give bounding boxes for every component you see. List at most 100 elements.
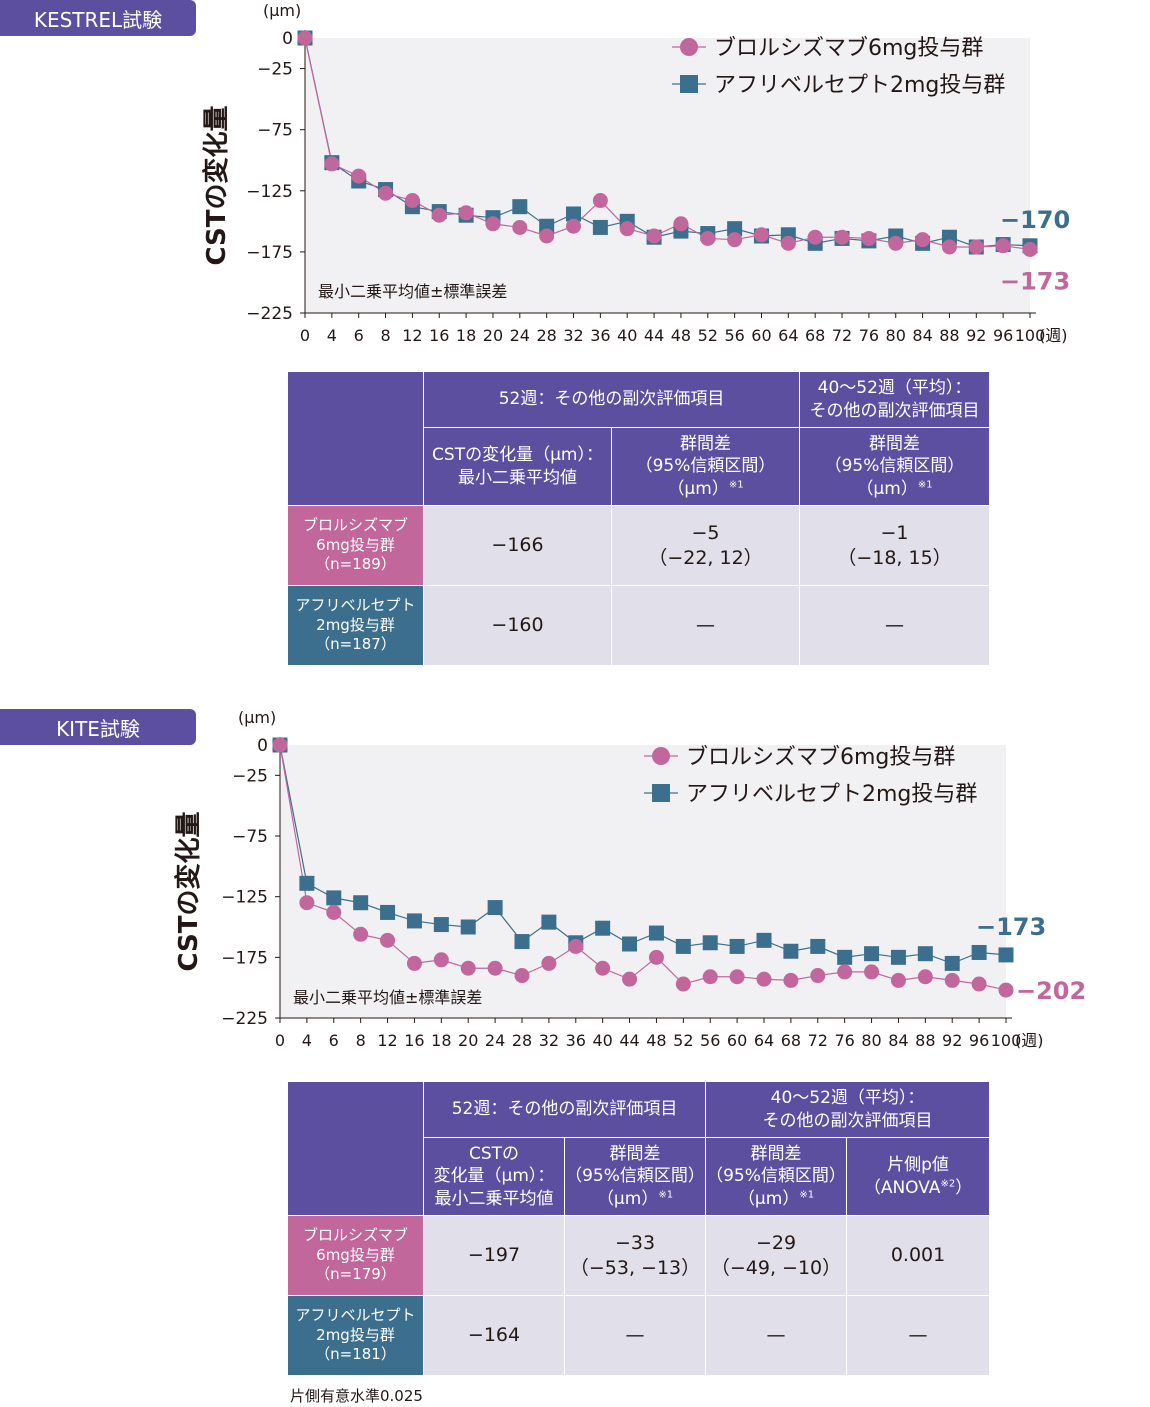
x-tick-label: 60 bbox=[751, 326, 771, 345]
y-unit: (μm) bbox=[263, 1, 301, 20]
x-tick-label: 68 bbox=[805, 326, 825, 345]
cell-value: −29 （−49, −10） bbox=[705, 1215, 848, 1296]
x-tick-label: 48 bbox=[646, 1031, 666, 1050]
header-40-52w: 40〜52週（平均）： その他の副次評価項目 bbox=[799, 371, 991, 428]
x-tick-label: 44 bbox=[619, 1031, 639, 1050]
header-diff-avg: 群間差 （95%信頼区間） （μm）※1 bbox=[799, 427, 991, 506]
data-point-brolucizumab bbox=[729, 969, 745, 985]
cell-value: −197 bbox=[423, 1215, 565, 1296]
x-tick-label: 64 bbox=[778, 326, 798, 345]
data-point-aflibercept bbox=[756, 932, 772, 948]
x-tick-label: 96 bbox=[993, 326, 1013, 345]
x-tick-label: 4 bbox=[327, 326, 337, 345]
y-tick-label: 0 bbox=[257, 736, 268, 756]
data-point-brolucizumab bbox=[568, 938, 584, 954]
data-point-brolucizumab bbox=[326, 904, 342, 920]
series-line-brolucizumab bbox=[279, 744, 1007, 991]
data-point-aflibercept bbox=[566, 206, 582, 222]
x-tick-label: 76 bbox=[834, 1031, 854, 1050]
data-point-brolucizumab bbox=[404, 193, 420, 209]
data-point-brolucizumab bbox=[864, 964, 880, 980]
x-tick-label: 8 bbox=[356, 1031, 366, 1050]
end-label-brolucizumab: −173 bbox=[1000, 267, 1070, 295]
data-point-brolucizumab bbox=[837, 964, 853, 980]
cell-value: 0.001 bbox=[846, 1215, 991, 1296]
header-diff: 群間差 （95%信頼区間） （μm）※1 bbox=[610, 427, 801, 506]
cell-value: — bbox=[610, 585, 801, 666]
data-point-brolucizumab bbox=[458, 205, 474, 221]
data-point-brolucizumab bbox=[700, 230, 716, 246]
x-tick-label: 84 bbox=[912, 326, 932, 345]
y-tick-label: −125 bbox=[221, 888, 268, 908]
data-point-aflibercept bbox=[675, 938, 691, 954]
y-tick-label: −125 bbox=[246, 182, 293, 202]
row-label-aflibercept: アフリベルセプト 2mg投与群 （n=187） bbox=[287, 585, 424, 666]
header-diff-avg: 群間差 （95%信頼区間） （μm）※1 bbox=[705, 1137, 848, 1216]
data-point-aflibercept bbox=[326, 890, 342, 906]
header-diff: 群間差 （95%信頼区間） （μm）※1 bbox=[563, 1137, 707, 1216]
x-tick-label: 32 bbox=[539, 1031, 559, 1050]
x-tick-label: 6 bbox=[329, 1031, 339, 1050]
data-point-aflibercept bbox=[729, 938, 745, 954]
data-point-brolucizumab bbox=[917, 969, 933, 985]
data-point-brolucizumab bbox=[485, 216, 501, 232]
data-point-brolucizumab bbox=[431, 207, 447, 223]
data-point-aflibercept bbox=[998, 947, 1014, 963]
data-point-brolucizumab bbox=[810, 968, 826, 984]
x-tick-label: 80 bbox=[886, 326, 906, 345]
data-point-brolucizumab bbox=[272, 737, 288, 753]
x-tick-label: 52 bbox=[698, 326, 718, 345]
data-point-brolucizumab bbox=[378, 185, 394, 201]
data-point-brolucizumab bbox=[646, 228, 662, 244]
kite-badge: KITE試験 bbox=[0, 709, 196, 745]
x-tick-label: 40 bbox=[617, 326, 637, 345]
x-tick-label: 100 bbox=[991, 1031, 1022, 1050]
x-tick-label: 88 bbox=[915, 1031, 935, 1050]
x-tick-label: 96 bbox=[969, 1031, 989, 1050]
x-tick-label: 32 bbox=[563, 326, 583, 345]
data-point-brolucizumab bbox=[1022, 241, 1038, 257]
data-point-brolucizumab bbox=[968, 239, 984, 255]
cell-value: — bbox=[563, 1295, 707, 1376]
x-tick-label: 16 bbox=[429, 326, 449, 345]
x-tick-label: 16 bbox=[404, 1031, 424, 1050]
footnote: 片側有意水準0.025 bbox=[290, 1387, 423, 1405]
x-tick-label: 88 bbox=[939, 326, 959, 345]
x-tick-label: 18 bbox=[456, 326, 476, 345]
data-point-brolucizumab bbox=[622, 971, 638, 987]
data-point-aflibercept bbox=[702, 935, 718, 951]
data-point-brolucizumab bbox=[780, 235, 796, 251]
data-point-brolucizumab bbox=[539, 228, 555, 244]
cell-value: −160 bbox=[423, 585, 612, 666]
data-point-brolucizumab bbox=[702, 969, 718, 985]
x-tick-label: 36 bbox=[590, 326, 610, 345]
y-tick-label: −25 bbox=[257, 60, 293, 80]
data-point-brolucizumab bbox=[890, 972, 906, 988]
row-label-aflibercept: アフリベルセプト 2mg投与群 （n=181） bbox=[287, 1295, 424, 1376]
x-tick-label: 56 bbox=[724, 326, 744, 345]
x-tick-label: 40 bbox=[592, 1031, 612, 1050]
data-point-aflibercept bbox=[944, 955, 960, 971]
plot-area bbox=[305, 38, 1030, 313]
data-point-aflibercept bbox=[541, 914, 557, 930]
data-point-brolucizumab bbox=[380, 932, 396, 948]
y-tick-label: −25 bbox=[232, 766, 268, 786]
data-point-aflibercept bbox=[406, 913, 422, 929]
x-tick-label: 64 bbox=[754, 1031, 774, 1050]
data-point-brolucizumab bbox=[727, 232, 743, 248]
data-point-brolucizumab bbox=[353, 926, 369, 942]
x-tick-label: 0 bbox=[300, 326, 310, 345]
kestrel-table: 52週：その他の副次評価項目 40〜52週（平均）： その他の副次評価項目 CST… bbox=[287, 371, 991, 666]
data-point-aflibercept bbox=[433, 917, 449, 933]
header-52w: 52週：その他の副次評価項目 bbox=[422, 1081, 707, 1138]
data-point-aflibercept bbox=[592, 219, 608, 235]
x-tick-label: 92 bbox=[942, 1031, 962, 1050]
data-point-aflibercept bbox=[864, 946, 880, 962]
legend-label-brolucizumab: ブロルシズマブ6mg投与群 bbox=[686, 745, 955, 770]
x-tick-label: 60 bbox=[727, 1031, 747, 1050]
x-tick-label: 20 bbox=[483, 326, 503, 345]
data-point-brolucizumab bbox=[512, 219, 528, 235]
x-tick-label: 20 bbox=[458, 1031, 478, 1050]
cell-value: −5 （−22, 12） bbox=[610, 505, 801, 586]
data-point-aflibercept bbox=[353, 895, 369, 911]
